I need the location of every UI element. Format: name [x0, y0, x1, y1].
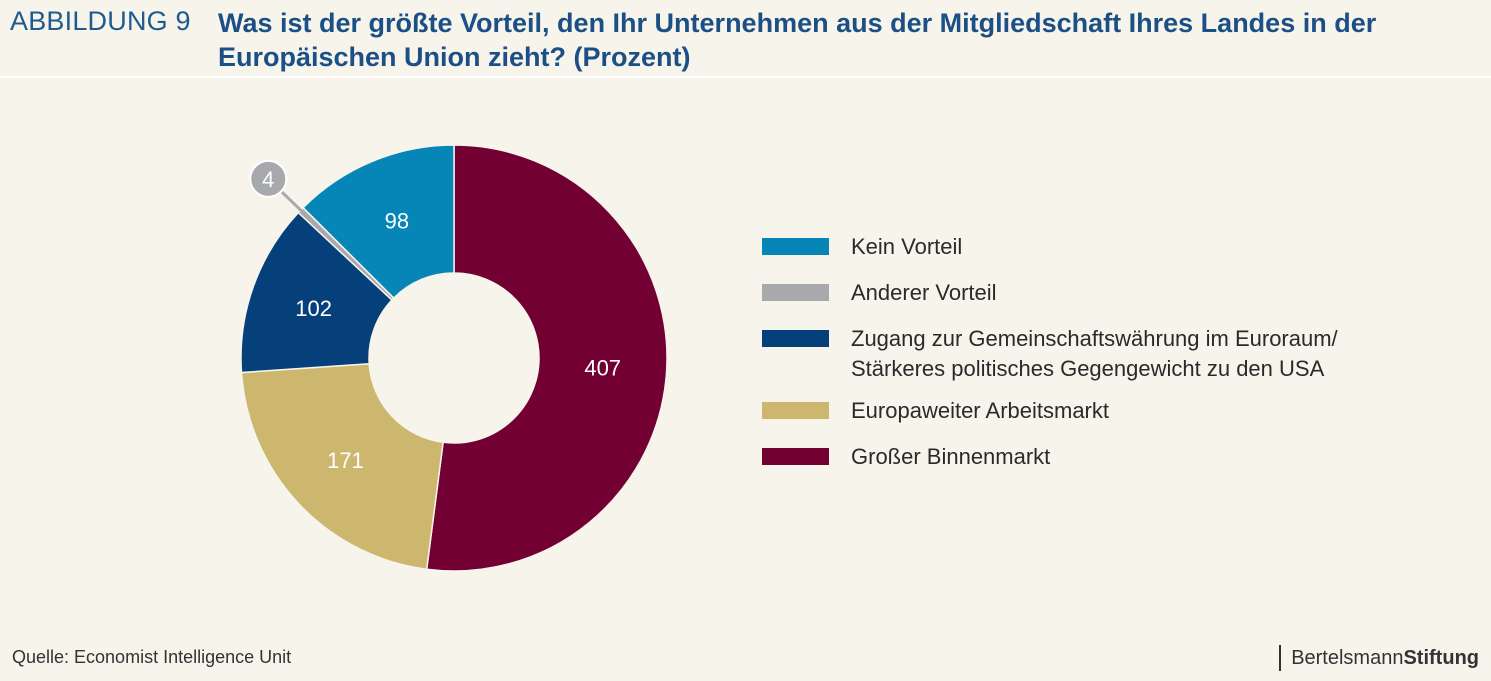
donut-chart: 407 171 102 4 98: [240, 144, 668, 572]
source-note: Quelle: Economist Intelligence Unit: [12, 647, 292, 667]
data-label-bubble-anderer-vorteil: [249, 159, 288, 198]
donut-slice-gemeinschaftswaehrung: [240, 211, 393, 374]
data-label-anderer-vorteil: 4: [262, 167, 274, 192]
brand-regular: Bertelsmann: [1291, 647, 1404, 669]
leader-line-anderer-vorteil: [278, 188, 307, 216]
figure-header: ABBILDUNG 9 Was ist der größte Vorteil, …: [0, 0, 1491, 76]
brand-logo: BertelsmannStiftung: [1279, 645, 1479, 671]
legend-label: Großer Binnenmarkt: [851, 444, 1051, 469]
data-label-binnenmarkt: 407: [584, 356, 621, 381]
header-divider: [0, 76, 1491, 78]
legend-label: Europaweiter Arbeitsmarkt: [851, 398, 1109, 423]
legend-label: Anderer Vorteil: [851, 280, 997, 305]
data-label-arbeitsmarkt: 171: [327, 448, 364, 473]
legend-swatch: [762, 402, 829, 419]
legend-swatch: [762, 330, 829, 347]
brand-bold: Stiftung: [1403, 647, 1479, 669]
legend-swatch: [762, 284, 829, 301]
chart-area: 407 171 102 4 98 Kein Vorteil Anderer Vortei…: [0, 78, 1491, 638]
legend-swatch: [762, 238, 829, 255]
data-label-gemeinschaftswaehrung: 102: [295, 296, 332, 321]
legend-label: Zugang zur Gemeinschaftswährung im Euror…: [851, 326, 1338, 381]
donut-slice-kein-vorteil: [302, 144, 455, 300]
data-label-kein-vorteil: 98: [385, 208, 409, 233]
chart-title: Was ist der größte Vorteil, den Ihr Unte…: [218, 8, 1377, 72]
figure-label: ABBILDUNG 9: [10, 6, 191, 36]
legend-label: Kein Vorteil: [851, 234, 963, 259]
legend-swatch: [762, 448, 829, 465]
donut-slice-arbeitsmarkt: [240, 363, 444, 571]
donut-slice-binnenmarkt: [425, 144, 668, 572]
